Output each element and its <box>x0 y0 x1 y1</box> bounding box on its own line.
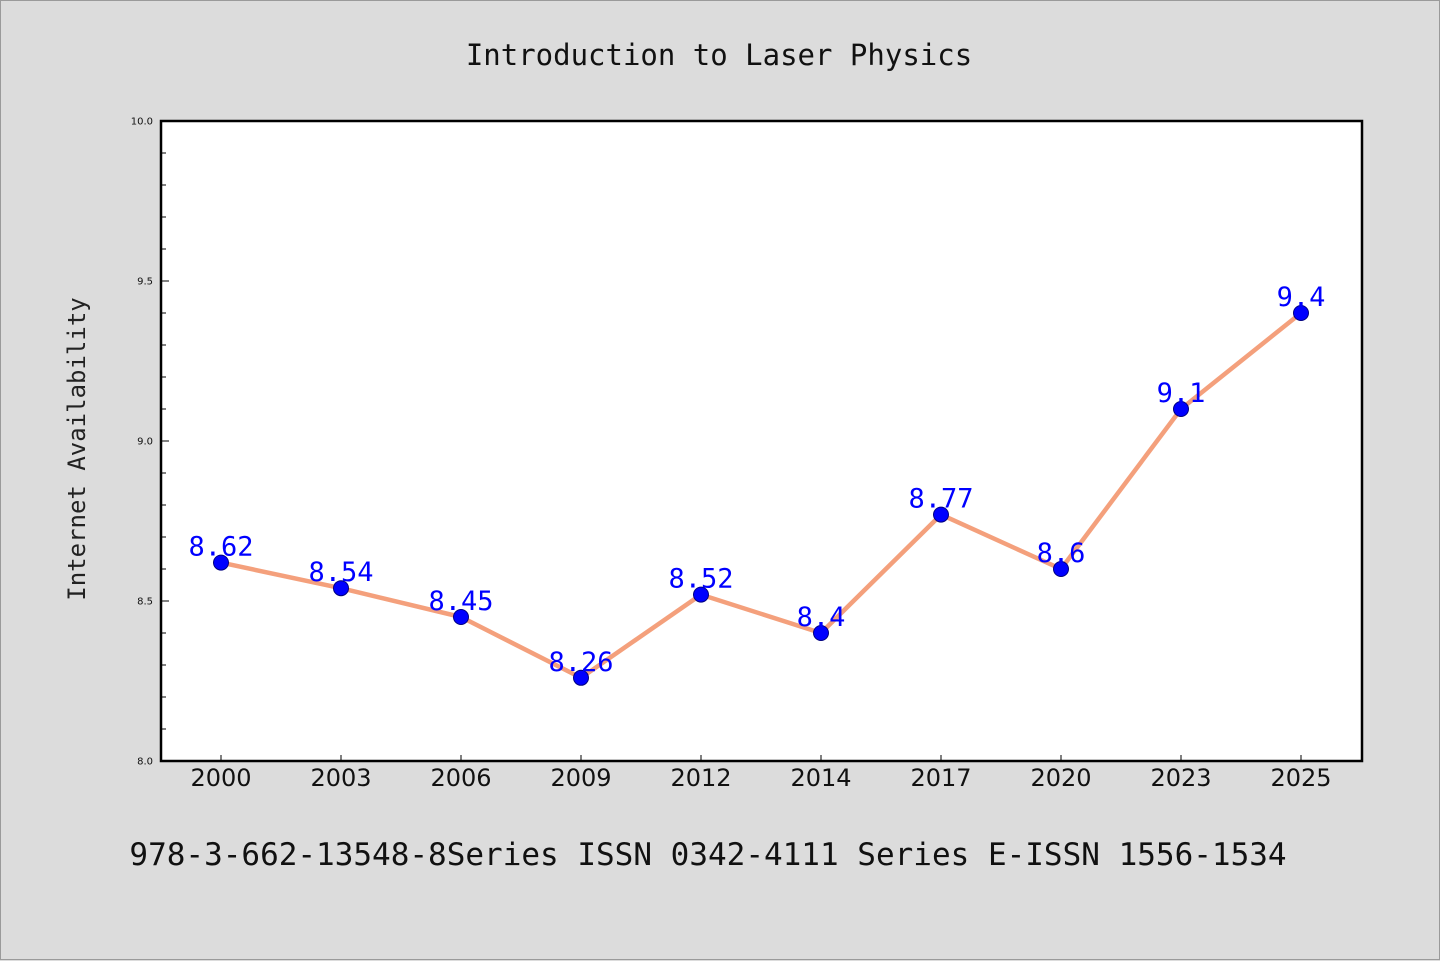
data-label: 9.4 <box>1277 282 1326 313</box>
x-tick-label: 2023 <box>1150 764 1211 792</box>
data-point <box>933 506 949 523</box>
data-point <box>1293 305 1309 321</box>
data-point <box>573 669 589 686</box>
y-tick-label: 8.5 <box>137 597 153 608</box>
data-label: 8.45 <box>428 586 493 617</box>
series <box>213 305 1309 686</box>
data-point <box>333 580 349 597</box>
x-tick-label: 2006 <box>430 764 491 792</box>
y-tick-label: 9.5 <box>137 277 153 288</box>
series-line <box>218 310 1304 681</box>
x-tick-label: 2012 <box>670 764 731 792</box>
data-point <box>813 625 829 641</box>
x-axis: 2000 2003 2006 2009 2012 2014 2017 2020 2023 2025 <box>190 755 1332 792</box>
data-label: 8.62 <box>188 532 253 563</box>
data-label: 9.1 <box>1157 378 1206 409</box>
footer-isbn-text: 978-3-662-13548-8Series ISSN 0342-4111 S… <box>129 837 1286 873</box>
y-tick-label: 10.0 <box>131 117 153 128</box>
plot-area <box>159 119 1364 763</box>
data-label: 8.77 <box>908 484 973 515</box>
x-tick-label: 2017 <box>910 764 971 792</box>
data-point <box>453 609 469 625</box>
y-tick-label: 8.0 <box>137 757 153 768</box>
x-tick-label: 2020 <box>1030 764 1091 792</box>
y-tick-label: 9.0 <box>137 437 153 448</box>
x-tick-label: 2014 <box>790 764 851 792</box>
data-labels: 8.62 8.54 8.45 8.26 8.52 8.4 8.77 8.6 9.1 9.4 <box>188 282 1325 678</box>
x-tick-label: 2025 <box>1270 764 1331 792</box>
data-label: 8.52 <box>668 564 733 595</box>
data-point <box>1053 561 1069 577</box>
data-point <box>213 554 229 571</box>
data-point <box>693 586 709 603</box>
x-tick-label: 2009 <box>550 764 611 792</box>
y-axis: 8.0 8.5 9.0 9.5 10.0 <box>131 117 169 768</box>
data-label: 8.54 <box>308 557 373 588</box>
data-label: 8.26 <box>548 647 613 678</box>
data-label: 8.6 <box>1037 538 1086 569</box>
x-tick-label: 2000 <box>190 764 251 792</box>
data-label: 8.4 <box>797 602 846 633</box>
chart-title: Introduction to Laser Physics <box>466 38 972 72</box>
y-axis-label: Internet Availability <box>63 297 91 600</box>
data-point <box>1173 401 1189 417</box>
x-tick-label: 2003 <box>310 764 371 792</box>
